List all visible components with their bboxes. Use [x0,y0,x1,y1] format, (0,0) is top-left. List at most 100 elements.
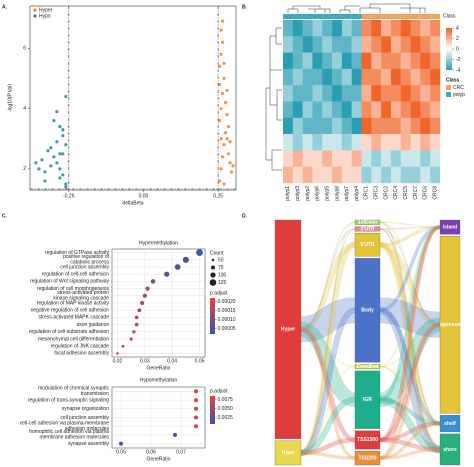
point [43,179,47,183]
flow [300,307,356,456]
dot [194,406,198,411]
heat-cell [390,68,401,86]
x-tick-label: 0.05 [195,358,205,364]
heat-cell [390,36,401,53]
point [222,76,226,80]
dot [132,330,136,334]
heat-cell [351,68,362,86]
heat-cell [430,166,441,184]
x-tick-label: -0.25 [63,193,75,199]
flow [300,451,356,460]
color-tick-label: 0.00015 [218,308,236,314]
heat-cell [312,101,323,118]
flow [379,395,441,454]
heat-cell [292,68,303,86]
flow [379,323,441,460]
panel-label: C. [2,213,8,219]
heat-cell [302,20,313,37]
heat-cell [361,134,372,151]
heat-cell [292,134,303,151]
flow [300,228,356,454]
point [49,164,53,168]
heat-cell [351,20,362,37]
category-label: regulation of cell-cell adhesion [42,272,109,278]
heat-cell [283,68,294,86]
color-tick-label: -4 [456,67,461,73]
point [220,155,225,159]
point [37,167,41,171]
size-label: 75 [218,265,224,271]
flow [379,324,441,368]
heat-cell [430,134,441,151]
node-label: Body [361,308,374,314]
heat-cell [381,36,392,53]
color-tick-label: 0.0025 [218,415,234,421]
point [219,52,223,56]
size-swatch [209,279,217,286]
point [52,119,56,123]
point [226,152,231,156]
flow [379,228,441,425]
node [439,236,461,414]
class-track-title: Class [443,13,456,19]
legend-title: Count [210,250,224,256]
point [222,143,226,147]
heat-cell [341,134,352,151]
dot [194,415,198,420]
point [61,173,65,177]
heat-cell [410,150,421,167]
flow [379,221,441,326]
color-tick-label: 0.00005 [218,326,236,332]
heat-cell [371,166,382,184]
class-cell [283,14,293,19]
heat-cell [332,166,343,184]
point [58,152,62,156]
x-axis-label: deltaBeta [122,200,143,206]
dot [194,424,198,429]
flow [379,221,441,451]
flow [379,226,441,230]
point [217,119,222,123]
heat-cell [322,150,333,167]
point [222,182,226,186]
flow [379,397,441,426]
flow [379,447,441,460]
color-tick-label: 0.0050 [218,406,234,412]
heat-cell [430,52,441,70]
node-label: TSS200 [358,455,376,461]
flow [379,421,441,460]
dot [194,398,198,403]
heat-cell [351,52,362,70]
heat-cell [410,134,421,151]
heat-cell [381,117,392,135]
color-bar [446,28,452,70]
flow [379,308,441,426]
y-tick-label: 2 [23,166,26,172]
flow [300,327,356,460]
node [354,226,381,232]
heat-cell [341,36,352,53]
flow [300,221,356,454]
point [49,146,53,150]
class-cell [420,14,431,19]
column-label: CRC3 [374,186,380,200]
heat-cell [341,101,352,118]
x-tick-label: 0.05 [116,449,126,455]
point [219,167,223,171]
heat-cell [302,166,313,184]
heat-cell [322,85,333,102]
column-label: CRC5 [403,186,409,200]
heat-cell [322,52,333,70]
class-cell [351,14,362,19]
heat-cell [371,117,382,135]
heat-cell [381,52,392,70]
point [229,170,234,174]
heat-cell [410,52,421,70]
heat-cell [420,68,431,86]
flow [378,317,442,408]
heat-cell [400,166,411,184]
point [226,125,231,129]
flow [378,241,442,453]
heat-cell [410,20,421,37]
node [354,364,381,370]
